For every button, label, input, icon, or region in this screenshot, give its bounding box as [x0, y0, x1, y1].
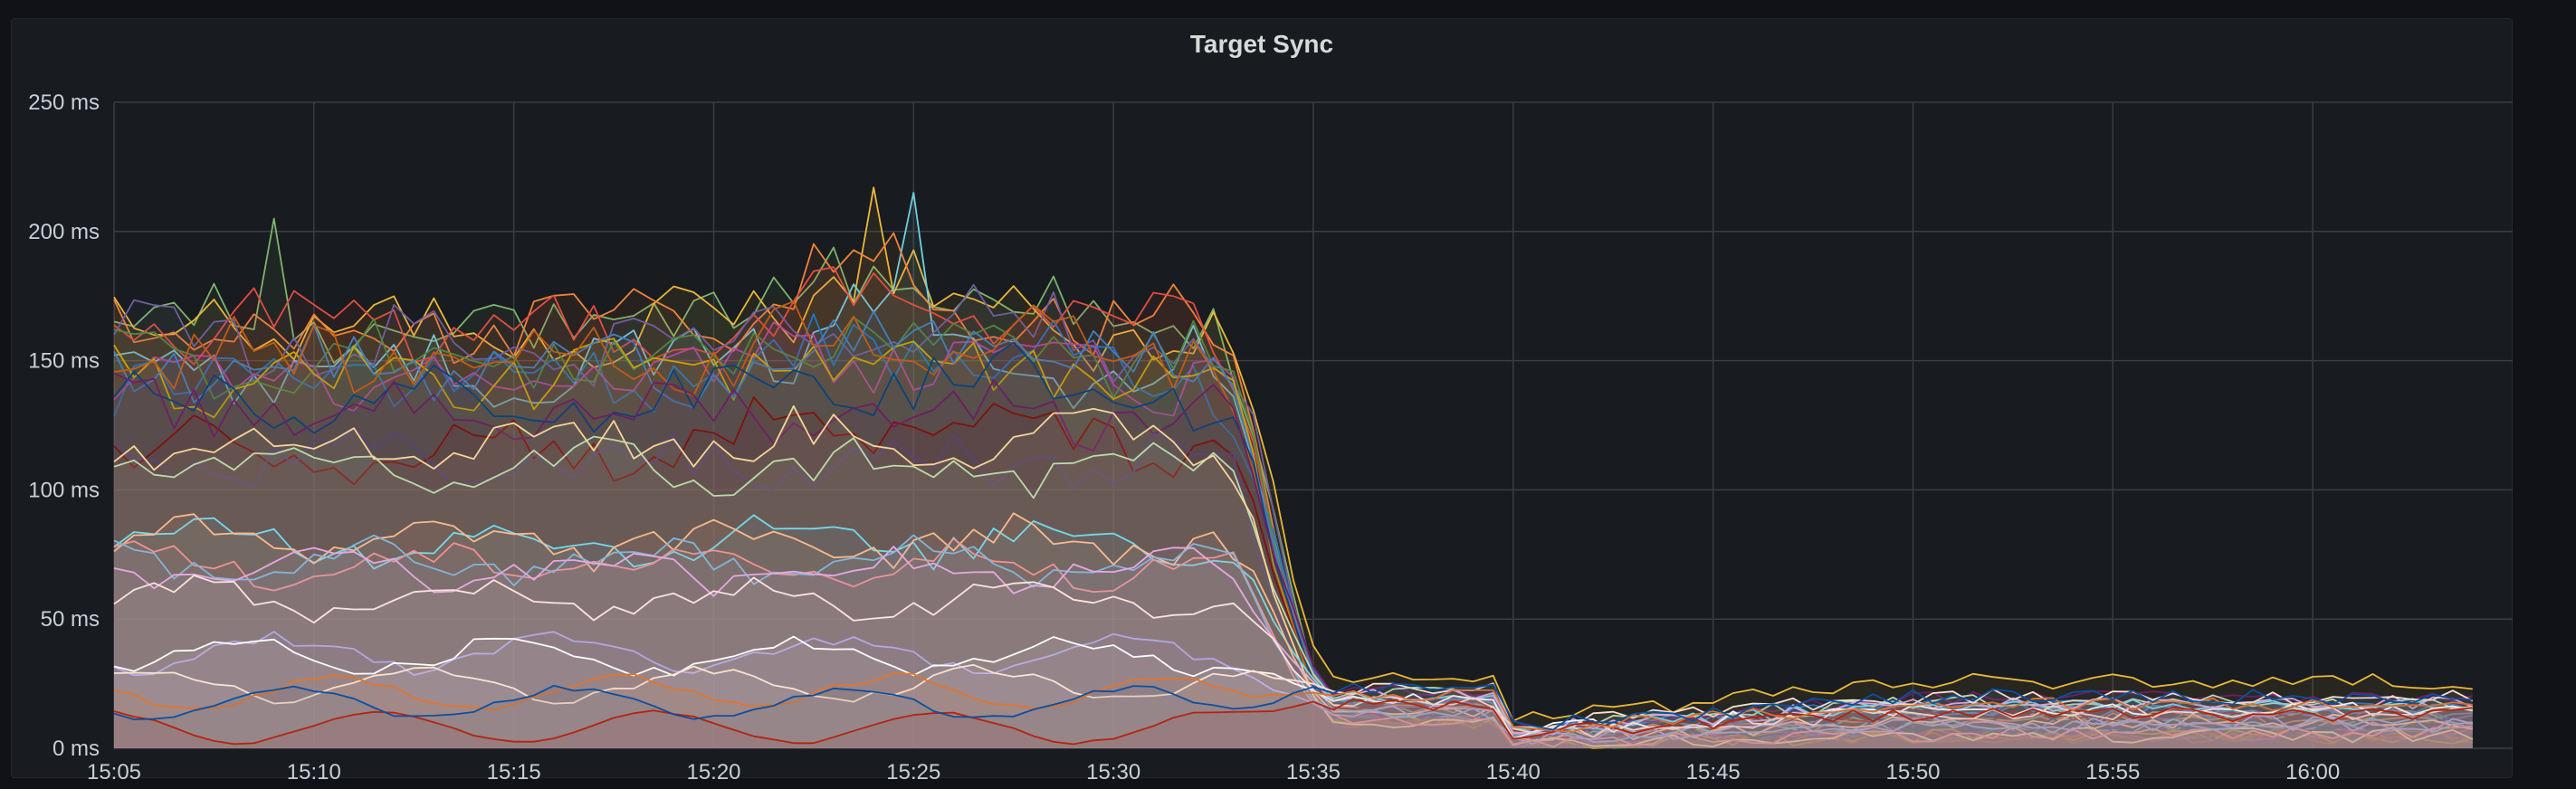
x-tick-label: 15:40 [1486, 760, 1541, 784]
series-line [113, 698, 2473, 746]
series-area [114, 317, 2473, 748]
series-area [114, 301, 2473, 748]
series-area [114, 515, 2473, 748]
series-area [114, 397, 2473, 748]
series-area [114, 284, 2473, 748]
x-tick-label: 15:50 [1885, 760, 1940, 784]
y-tick-label: 250 ms [28, 90, 100, 115]
series-area [114, 311, 2473, 748]
x-tick-label: 15:35 [1286, 760, 1340, 784]
y-tick-label: 50 ms [41, 607, 100, 632]
series-line [113, 283, 2473, 741]
series-line [113, 663, 2474, 734]
series-line [113, 575, 2473, 738]
series-line [113, 546, 2474, 736]
series-line [113, 186, 2473, 722]
series-line [113, 435, 2473, 735]
series-area [114, 187, 2473, 748]
grid [113, 101, 2513, 749]
y-tick-label: 150 ms [28, 349, 100, 374]
series-area [114, 672, 2473, 748]
series-area [114, 193, 2473, 748]
x-tick-label: 15:25 [886, 760, 940, 784]
series-area [114, 513, 2473, 748]
y-tick-label: 0 ms [52, 737, 100, 761]
x-tick-label: 15:05 [87, 760, 141, 784]
series-area [114, 322, 2473, 748]
series-area [114, 342, 2473, 748]
x-tick-label: 15:10 [287, 760, 341, 784]
x-tick-label: 15:20 [686, 760, 740, 784]
y-tick-label: 200 ms [28, 220, 100, 244]
series-group [113, 186, 2474, 749]
x-tick-label: 15:15 [487, 760, 541, 784]
x-tick-label: 15:55 [2085, 760, 2140, 784]
x-tick-label: 15:45 [1686, 760, 1741, 784]
graph-panel: Target Sync [11, 18, 2513, 778]
x-tick-label: 16:00 [2285, 760, 2340, 784]
y-tick-label: 100 ms [28, 478, 100, 502]
series-line [113, 217, 2473, 739]
series-area [114, 373, 2473, 748]
series-line [113, 372, 2473, 733]
series-line [113, 404, 2474, 747]
series-area [114, 575, 2473, 748]
series-line [113, 672, 2473, 733]
series-line [113, 512, 2473, 742]
series-line [113, 537, 2473, 748]
series-area [114, 314, 2473, 748]
series-line [113, 300, 2473, 748]
series-area [114, 338, 2473, 748]
series-line [113, 682, 2473, 731]
panel-title: Target Sync [1189, 30, 1334, 58]
x-tick-label: 15:30 [1086, 760, 1140, 784]
series-area [114, 699, 2473, 748]
series-area [114, 683, 2473, 748]
